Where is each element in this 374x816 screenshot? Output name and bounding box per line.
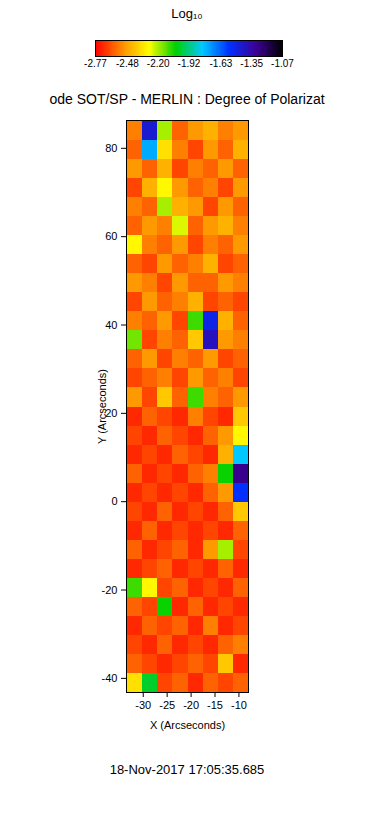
svg-text:-20: -20	[102, 584, 118, 596]
svg-text:0: 0	[111, 495, 117, 507]
svg-text:-40: -40	[102, 672, 118, 684]
svg-text:-2.77: -2.77	[84, 58, 107, 69]
svg-text:-1.35: -1.35	[240, 58, 263, 69]
svg-text:-10: -10	[231, 699, 247, 711]
svg-text:-20: -20	[183, 699, 199, 711]
html-text:ode SOT/SP - MERLIN : Degree o: ode SOT/SP - MERLIN : Degree of Polariza…	[49, 91, 325, 107]
svg-text:80: 80	[105, 142, 117, 154]
svg-text:60: 60	[105, 230, 117, 242]
svg-text:-1.63: -1.63	[210, 58, 233, 69]
svg-text:-30: -30	[135, 699, 151, 711]
svg-text:-15: -15	[207, 699, 223, 711]
svg-text:-1.07: -1.07	[271, 58, 294, 69]
svg-text:40: 40	[105, 319, 117, 331]
svg-text:-1.92: -1.92	[178, 58, 201, 69]
svg-text:Y (Arcseconds): Y (Arcseconds)	[96, 369, 108, 444]
svg-text:-25: -25	[159, 699, 175, 711]
svg-text:-2.20: -2.20	[147, 58, 170, 69]
svg-text:X (Arcseconds): X (Arcseconds)	[150, 719, 225, 731]
html-text:18-Nov-2017 17:05:35.685: 18-Nov-2017 17:05:35.685	[109, 762, 265, 777]
svg-text:-2.48: -2.48	[116, 58, 139, 69]
svg-text:20: 20	[105, 406, 118, 419]
html-text:Log₁₀: Log₁₀	[171, 6, 203, 21]
